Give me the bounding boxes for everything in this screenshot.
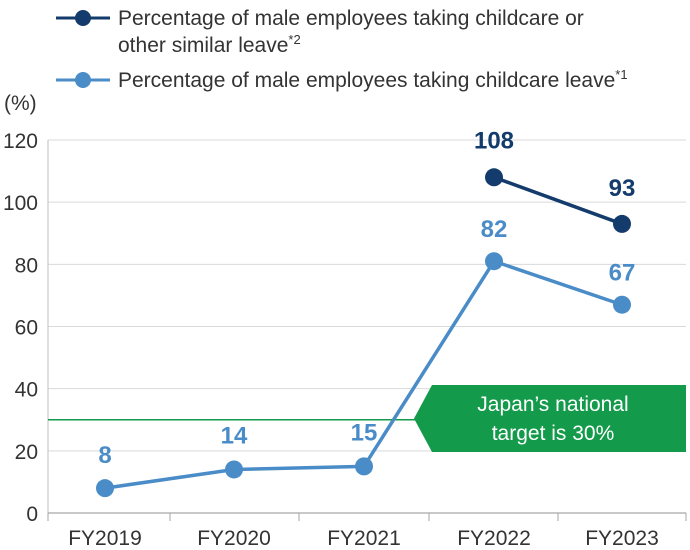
series-line-childcare [104, 259, 623, 490]
legend-label-other-leave-line2: other similar leave*2 [118, 32, 301, 57]
x-tick-label: FY2021 [327, 527, 401, 550]
y-tick-label: 0 [26, 503, 38, 526]
data-point-childcare [485, 252, 503, 271]
target-callout-box [414, 385, 686, 452]
data-point-childcare [225, 460, 243, 479]
data-label-childcare: 8 [98, 442, 111, 469]
legend-item-other-leave: Percentage of male employees taking chil… [56, 7, 584, 57]
y-tick-label: 120 [3, 130, 38, 153]
series: 108 93 8 14 15 82 67 [96, 127, 636, 498]
y-tick-label: 40 [15, 379, 38, 402]
data-point-childcare [355, 457, 373, 476]
legend-marker-other-leave [75, 10, 91, 26]
y-axis-ticks: 0 20 40 60 80 100 120 [3, 130, 38, 526]
legend-item-childcare-leave: Percentage of male employees taking chil… [56, 67, 628, 92]
legend: Percentage of male employees taking chil… [56, 7, 628, 92]
data-label-childcare: 15 [351, 419, 378, 446]
data-point-other [613, 214, 631, 233]
series-other: 108 93 [474, 127, 635, 233]
legend-label-childcare-leave: Percentage of male employees taking chil… [118, 67, 628, 92]
target-callout-line2: target is 30% [492, 422, 615, 445]
target-callout: Japan’s national target is 30% [414, 385, 686, 452]
data-point-childcare [96, 479, 114, 498]
y-tick-label: 80 [15, 254, 38, 277]
series-childcare: 8 14 15 82 67 [96, 216, 636, 498]
series-line-other [493, 175, 623, 226]
data-label-other: 108 [474, 127, 514, 154]
x-tick-label: FY2023 [585, 527, 659, 550]
gridlines [47, 139, 686, 513]
legend-label-other-leave-line1: Percentage of male employees taking chil… [118, 7, 584, 30]
x-tick-label: FY2022 [457, 527, 531, 550]
legend-marker-childcare-leave [75, 72, 91, 88]
data-point-childcare [613, 295, 631, 314]
data-label-childcare: 14 [221, 422, 248, 449]
x-tick-label: FY2019 [68, 527, 142, 550]
x-tick-label: FY2020 [197, 527, 271, 550]
y-tick-label: 60 [15, 317, 38, 340]
data-label-childcare: 67 [609, 260, 636, 287]
y-axis-unit-label: (%) [4, 92, 37, 115]
y-tick-label: 20 [15, 441, 38, 464]
target-callout-line1: Japan’s national [477, 393, 628, 416]
data-label-other: 93 [609, 175, 636, 202]
data-point-other [485, 168, 503, 187]
data-label-childcare: 82 [481, 216, 508, 243]
x-axis: FY2019 FY2020 FY2021 FY2022 FY2023 [47, 512, 687, 550]
y-tick-label: 100 [3, 192, 38, 215]
